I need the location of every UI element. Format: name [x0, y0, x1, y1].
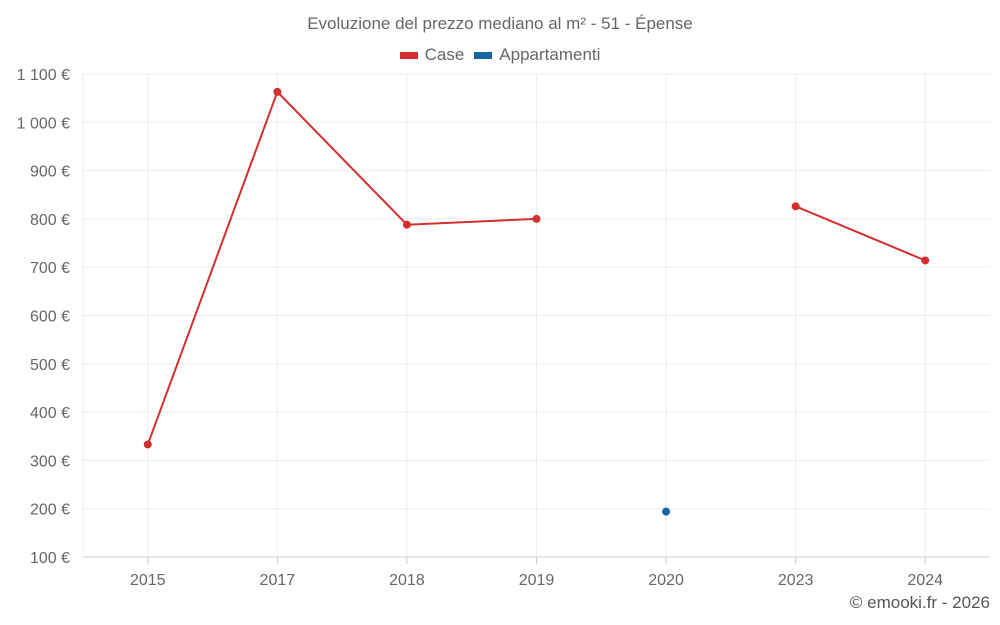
- legend-item-appartamenti[interactable]: Appartamenti: [474, 45, 600, 65]
- data-point-case[interactable]: 2023: 826: [791, 202, 800, 211]
- series-line-case: [276, 90, 408, 226]
- series-line-case: [146, 90, 279, 446]
- data-point-case[interactable]: 2015: 333: [143, 440, 152, 449]
- legend-label-case: Case: [424, 45, 465, 64]
- x-tick-label: 2017: [260, 572, 296, 589]
- legend-label-appartamenti: Appartamenti: [499, 45, 601, 64]
- y-tick-label: 800 €: [30, 212, 70, 229]
- y-tick-label: 1 000 €: [17, 115, 70, 132]
- legend-item-case[interactable]: Case: [399, 45, 465, 65]
- y-tick-label: 600 €: [30, 309, 70, 326]
- series-line-case: [794, 205, 927, 262]
- y-tick-label: 500 €: [30, 357, 70, 374]
- data-point-case[interactable]: 2018: 788: [402, 220, 411, 229]
- y-tick-label: 100 €: [30, 550, 70, 567]
- x-tick-label: 2018: [389, 572, 425, 589]
- chart-title: Evoluzione del prezzo mediano al m² - 51…: [307, 14, 693, 33]
- data-point-case[interactable]: 2019: 800: [532, 214, 541, 223]
- x-tick-label: 2023: [778, 572, 814, 589]
- x-tick-label: 2015: [130, 572, 166, 589]
- data-point-case[interactable]: 2017: 1063: [273, 87, 282, 96]
- y-tick-label: 1 100 €: [17, 67, 70, 84]
- legend-swatch-case: [399, 51, 418, 59]
- x-tick-label: 2024: [907, 572, 943, 589]
- footer-credit: © emooki.fr - 2026: [849, 593, 990, 612]
- legend-swatch-appartamenti: [474, 51, 493, 59]
- series-line-case: [405, 217, 538, 226]
- y-tick-label: 200 €: [30, 502, 70, 519]
- y-tick-label: 700 €: [30, 260, 70, 277]
- x-tick-label: 2020: [648, 572, 684, 589]
- data-point-appartamenti[interactable]: 2020: 194: [662, 507, 671, 516]
- y-tick-label: 900 €: [30, 164, 70, 181]
- legend: Case Appartamenti: [0, 45, 1000, 65]
- data-point-case[interactable]: 2024: 714: [921, 256, 930, 265]
- y-tick-label: 400 €: [30, 405, 70, 422]
- y-tick-label: 300 €: [30, 453, 70, 470]
- x-tick-label: 2019: [519, 572, 555, 589]
